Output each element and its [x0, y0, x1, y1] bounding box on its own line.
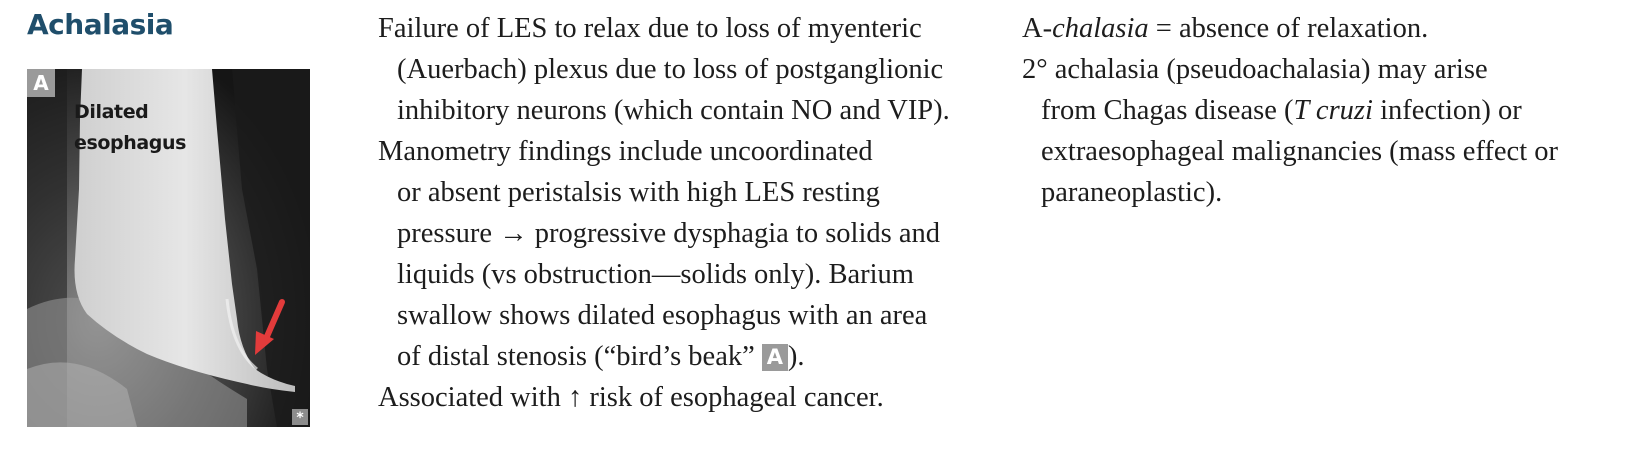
- image-credit-mark: *: [292, 409, 308, 426]
- manometry-paragraph: Manometry findings include uncoordinated…: [378, 136, 940, 372]
- description-column: Failure of LES to relax due to loss of m…: [378, 8, 996, 418]
- cancer-risk-paragraph: Associated with ↑ risk of esophageal can…: [378, 382, 884, 413]
- dilated-esophagus-shape: [74, 69, 295, 392]
- notes-column: A-chalasia = absence of relaxation. 2° a…: [1022, 8, 1642, 213]
- figure-annotation-line1: Dilated: [74, 101, 149, 123]
- etymology-paragraph: A-chalasia = absence of relaxation.: [1022, 13, 1429, 44]
- figure-annotation-line2: esophagus: [74, 132, 187, 154]
- pathophysiology-paragraph: Failure of LES to relax due to loss of m…: [378, 13, 950, 126]
- red-arrow-icon: [255, 299, 285, 355]
- birds-beak-line: of distal stenosis (“bird’s beak” A).: [397, 341, 805, 372]
- secondary-achalasia-paragraph: 2° achalasia (pseudoachalasia) may arise…: [1022, 54, 1558, 208]
- xray-illustration: [27, 69, 310, 427]
- barium-swallow-image: A Dilated esophagus *: [27, 69, 310, 427]
- panel-label-badge: A: [27, 69, 55, 97]
- up-arrow-icon: ↑: [567, 382, 583, 413]
- figure-annotation: Dilated esophagus: [74, 97, 224, 159]
- figure-reference-badge[interactable]: A: [761, 344, 788, 371]
- page-title: Achalasia: [27, 8, 174, 41]
